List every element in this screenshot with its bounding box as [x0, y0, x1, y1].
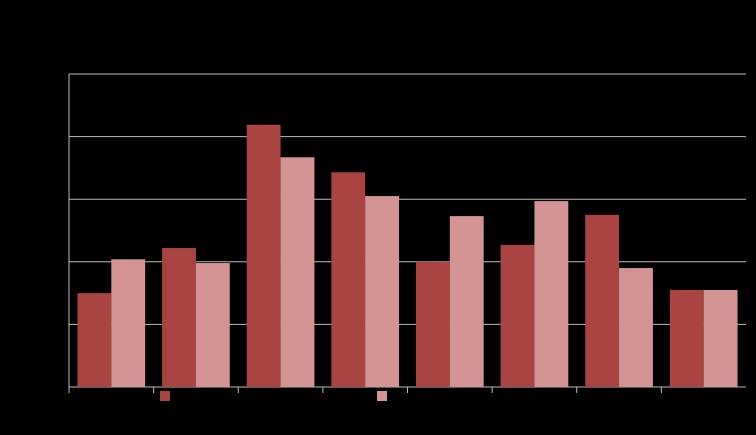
y-tick-label: 1: [54, 317, 61, 331]
bar: [331, 172, 366, 387]
bar: [669, 289, 704, 387]
y-tick-label: 0: [54, 379, 61, 393]
y-tick-label: 5: [54, 66, 61, 80]
bar: [280, 157, 315, 387]
bar: [246, 124, 281, 388]
y-tick-label: 3: [54, 191, 61, 205]
bar: [195, 263, 230, 387]
bar: [703, 289, 738, 387]
bar: [162, 248, 196, 387]
bar: [415, 261, 450, 387]
y-tick-label: 2: [54, 254, 61, 268]
legend-marker: [160, 391, 170, 401]
legend-marker: [377, 391, 387, 401]
bar: [77, 293, 112, 387]
bar: [585, 214, 620, 387]
bar: [500, 244, 535, 387]
bar: [534, 201, 569, 387]
bar: [619, 268, 653, 387]
bar: [365, 196, 400, 387]
bar: [449, 216, 484, 387]
y-tick-label: 4: [54, 129, 61, 143]
bar: [111, 259, 146, 387]
